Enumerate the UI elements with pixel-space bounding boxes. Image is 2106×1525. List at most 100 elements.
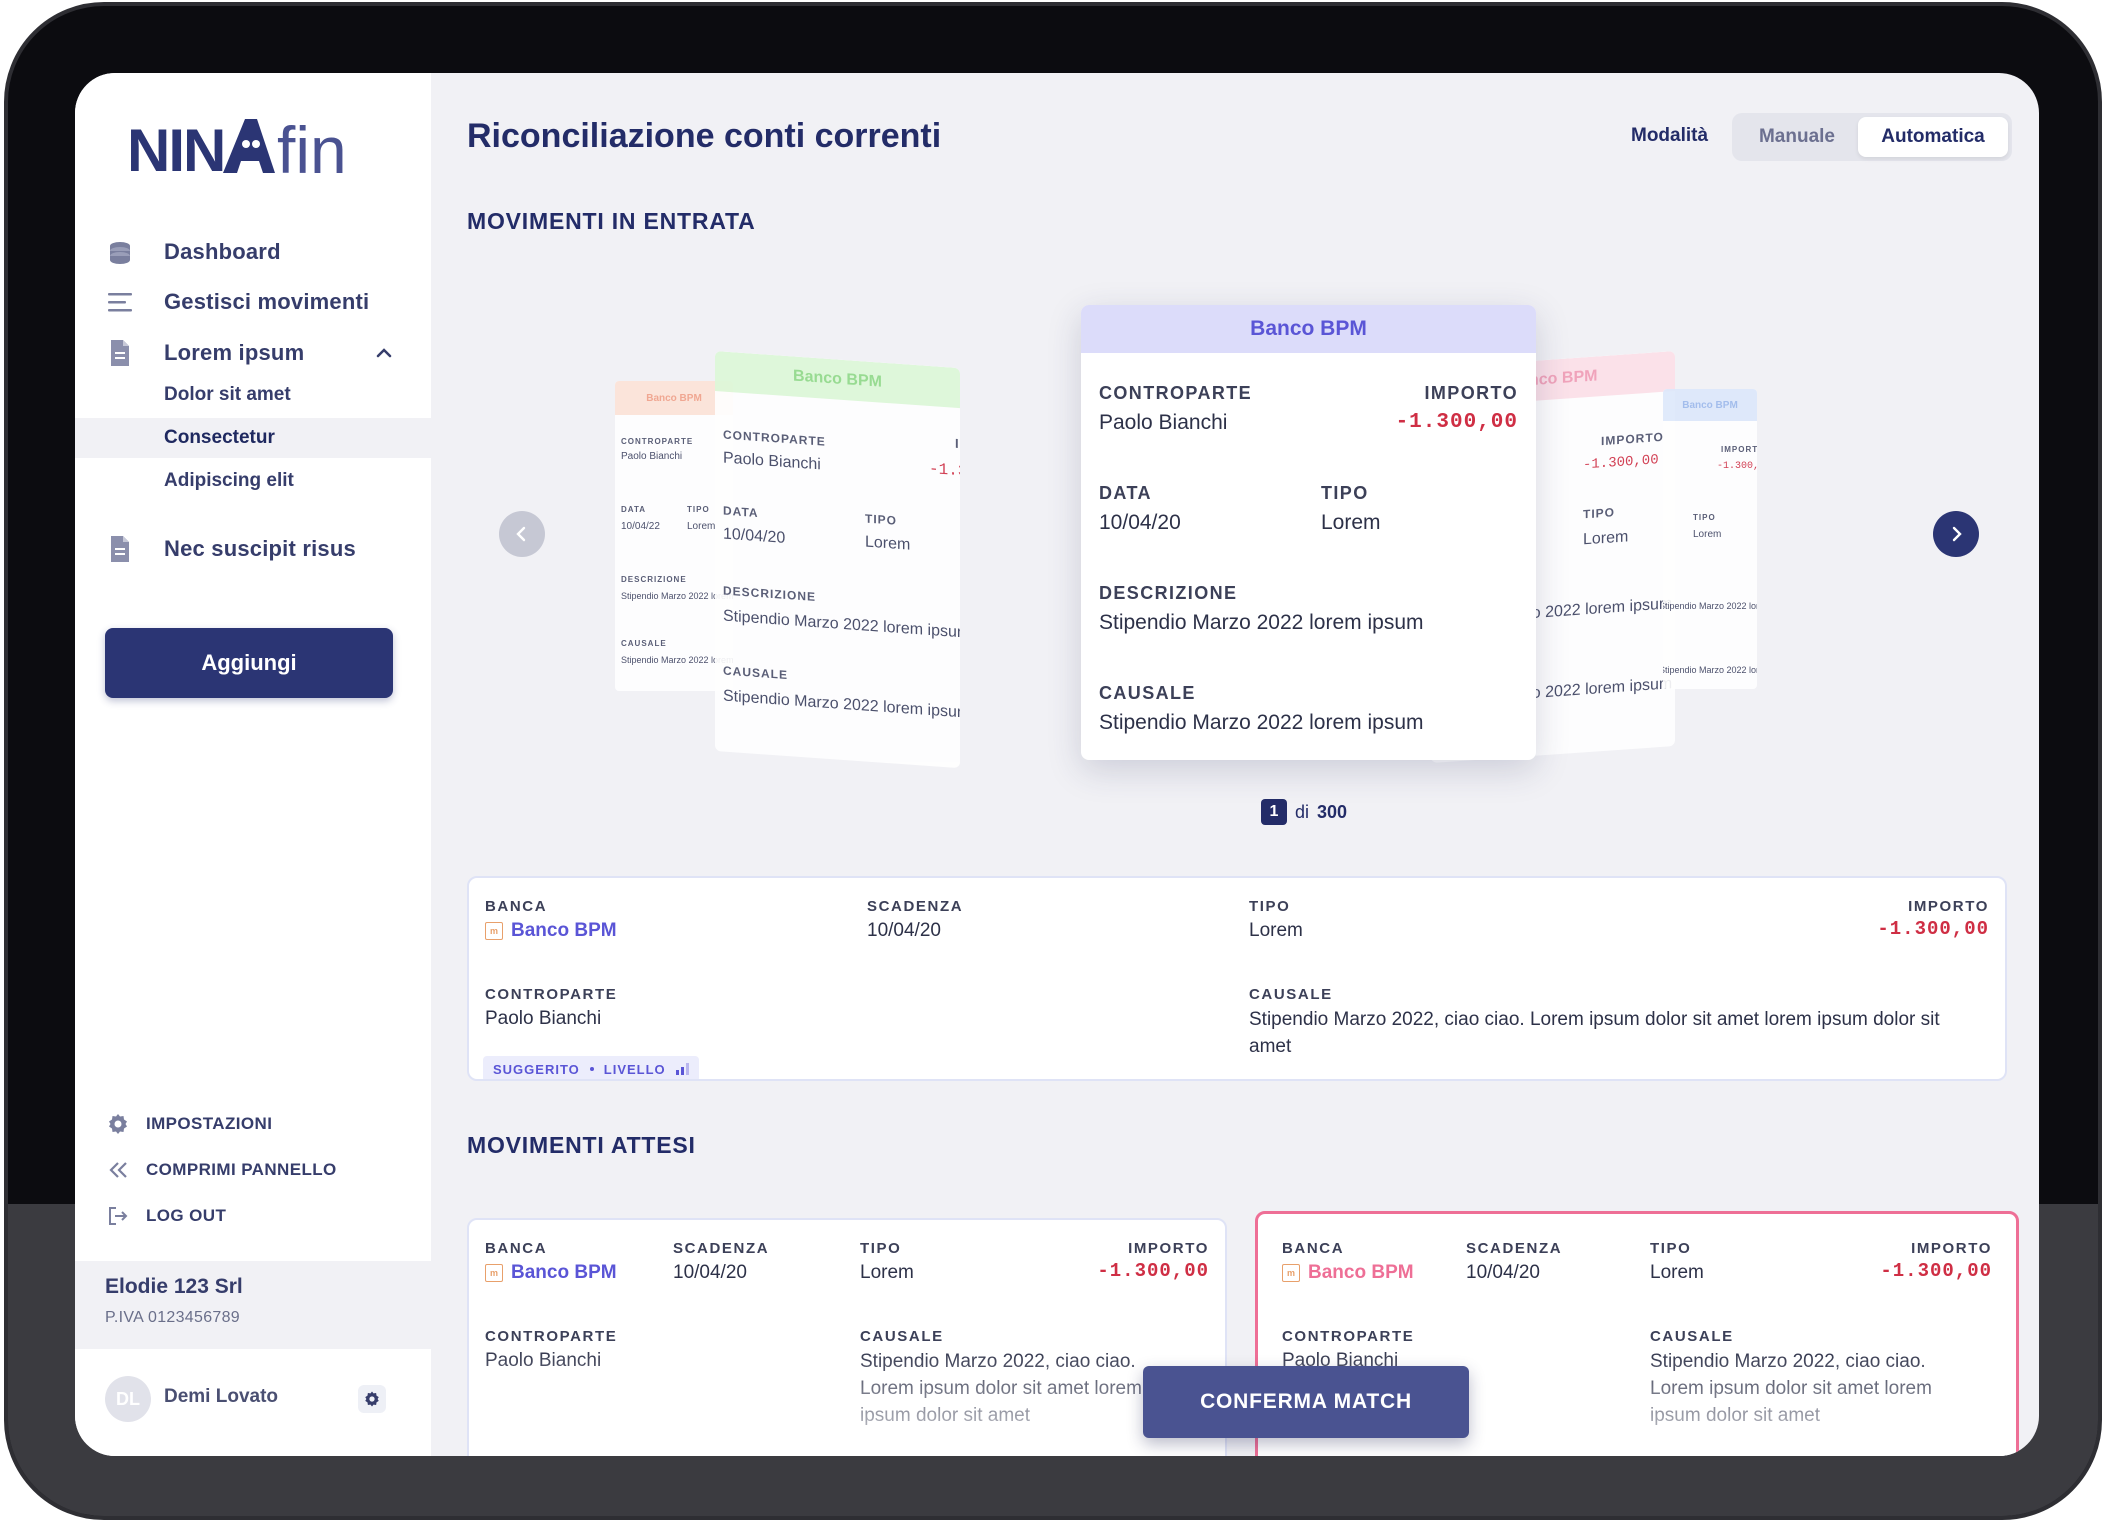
ghost-amount: -1.300,00 xyxy=(1583,452,1659,474)
expected-movement-card[interactable]: BANCA m Banco BPM SCADENZA 10/04/20 TIPO… xyxy=(467,1218,1227,1456)
sidebar-item-gestisci-movimenti[interactable]: Gestisci movimenti xyxy=(75,274,431,330)
counterparty-value: Paolo Bianchi xyxy=(1099,411,1228,434)
user-settings-button[interactable] xyxy=(358,1385,386,1413)
counterparty-label: CONTROPARTE xyxy=(485,986,618,1003)
ghost-value: Lorem xyxy=(1693,529,1722,540)
suggestion-badge: SUGGERITO LIVELLO xyxy=(483,1056,699,1079)
carousel-card-far-left[interactable]: Banco BPM CONTROPARTE Paolo Bianchi DATA… xyxy=(615,381,733,691)
svg-text:NIN: NIN xyxy=(127,117,224,181)
settings-link[interactable]: IMPOSTAZIONI xyxy=(75,1104,431,1144)
due-label: SCADENZA xyxy=(673,1240,770,1257)
tablet-frame: NIN fin Dashboard Gestisci movimenti xyxy=(4,2,2102,1520)
due-value: 10/04/20 xyxy=(1466,1262,1540,1283)
gear-icon xyxy=(365,1391,379,1407)
sidebar-item-dashboard[interactable]: Dashboard xyxy=(75,224,431,280)
counterparty-label: CONTROPARTE xyxy=(1282,1328,1415,1345)
ghost-value: 10/04/22 xyxy=(621,521,660,532)
carousel-card-far-right[interactable]: Banco BPM IMPORTO -1.300,00 TIPO Lorem S… xyxy=(1663,389,1757,689)
carousel-next-button[interactable] xyxy=(1933,511,1979,557)
ghost-label: TIPO xyxy=(687,505,710,514)
settings-label: IMPOSTAZIONI xyxy=(146,1114,273,1133)
ghost-label: IMPORTO xyxy=(955,435,960,456)
confirm-match-button[interactable]: CONFERMA MATCH xyxy=(1143,1366,1469,1438)
ghost-value: Stipendio Marzo 2022 lorem xyxy=(621,591,733,601)
ghost-value: Stipendio Marzo 2022 lorem xyxy=(1663,601,1757,611)
double-chevron-left-icon xyxy=(105,1157,131,1183)
bank-label: BANCA xyxy=(485,1240,548,1257)
logout-icon xyxy=(105,1203,131,1229)
bank-label: BANCA xyxy=(1282,1240,1345,1257)
carousel-pager: 1 di 300 xyxy=(1261,799,1347,825)
carousel-prev-button[interactable] xyxy=(499,511,545,557)
sidebar-subitem-consectetur[interactable]: Consectetur xyxy=(75,418,431,458)
mode-manual-option[interactable]: Manuale xyxy=(1758,126,1836,147)
type-value: Lorem xyxy=(1321,511,1381,534)
type-label: TIPO xyxy=(1321,483,1369,503)
sidebar-subitem-dolor-sit-amet[interactable]: Dolor sit amet xyxy=(75,375,431,415)
bank-icon: m xyxy=(485,1264,503,1282)
sidebar-item-lorem-ipsum[interactable]: Lorem ipsum xyxy=(75,325,431,381)
svg-text:fin: fin xyxy=(277,113,347,181)
due-value: 10/04/20 xyxy=(673,1262,747,1283)
mode-automatic-option[interactable]: Automatica xyxy=(1858,117,2008,157)
ghost-label: DATA xyxy=(723,503,759,521)
current-page: 1 xyxy=(1261,799,1287,825)
logout-link[interactable]: LOG OUT xyxy=(75,1196,431,1236)
bank-value: m Banco BPM xyxy=(485,1262,617,1284)
pager-of-label: di xyxy=(1295,801,1310,822)
due-label: SCADENZA xyxy=(867,898,964,915)
ghost-label: IMPORTO xyxy=(1601,429,1664,449)
add-button[interactable]: Aggiungi xyxy=(105,628,393,698)
ghost-value: Lorem xyxy=(1583,528,1629,549)
suggested-label: SUGGERITO xyxy=(493,1061,580,1077)
gear-icon xyxy=(105,1111,131,1137)
carousel-card-left[interactable]: Banco BPM CONTROPARTE Paolo Bianchi IMPO… xyxy=(715,351,960,769)
document-icon xyxy=(105,534,135,564)
type-value: Lorem xyxy=(1650,1262,1704,1283)
card-bank-header: Banco BPM xyxy=(1081,305,1536,353)
chevron-left-icon xyxy=(516,526,526,542)
description-label: DESCRIZIONE xyxy=(1099,583,1238,603)
collapse-panel-link[interactable]: COMPRIMI PANNELLO xyxy=(75,1150,431,1190)
ghost-value: Lorem xyxy=(687,521,716,532)
separator-dot xyxy=(589,1067,594,1071)
type-label: TIPO xyxy=(1249,898,1291,915)
user-profile: DL Demi Lovato xyxy=(75,1363,431,1433)
reason-label: CAUSALE xyxy=(1650,1328,1734,1345)
ghost-label: DESCRIZIONE xyxy=(621,575,687,584)
chevron-up-icon[interactable] xyxy=(372,341,396,365)
suggested-match-card[interactable]: BANCA m Banco BPM SCADENZA 10/04/20 TIPO… xyxy=(467,876,2007,1081)
expected-section-title: MOVIMENTI ATTESI xyxy=(467,1132,696,1158)
ghost-label: TIPO xyxy=(1693,513,1716,522)
reason-value: Stipendio Marzo 2022, ciao ciao. Lorem i… xyxy=(1249,1009,1940,1057)
ghost-label: CAUSALE xyxy=(621,639,667,648)
ghost-label: CAUSALE xyxy=(723,663,789,683)
amount-label: IMPORTO xyxy=(1128,1240,1209,1257)
menu-lines-icon xyxy=(105,287,135,317)
sidebar-item-nec-suscipit-risus[interactable]: Nec suscipit risus xyxy=(75,521,431,577)
ghost-value: Paolo Bianchi xyxy=(621,451,683,462)
carousel-card-active[interactable]: Banco BPM CONTROPARTE Paolo Bianchi IMPO… xyxy=(1081,305,1536,760)
sidebar-item-label: Dashboard xyxy=(164,239,281,264)
type-value: Lorem xyxy=(1249,920,1303,941)
amount-label: IMPORTO xyxy=(1424,383,1518,403)
ghost-value: 10/04/20 xyxy=(723,525,786,547)
total-pages: 300 xyxy=(1317,801,1348,822)
ghost-label: TIPO xyxy=(1583,505,1616,522)
sidebar-item-label: Gestisci movimenti xyxy=(164,289,370,314)
sidebar-subitem-label: Adipiscing elit xyxy=(164,470,294,491)
counterparty-label: CONTROPARTE xyxy=(1099,383,1253,403)
bank-value: m Banco BPM xyxy=(485,920,617,942)
app-screen: NIN fin Dashboard Gestisci movimenti xyxy=(75,73,2039,1456)
ghost-amount: -1.300,00 xyxy=(1717,461,1757,472)
sidebar-subitem-label: Consectetur xyxy=(164,427,275,448)
reason-label: CAUSALE xyxy=(1249,986,1333,1003)
type-value: Lorem xyxy=(860,1262,914,1283)
ghost-value: Stipendio Marzo 2022 lorem ipsum xyxy=(723,687,960,722)
amount-value: -1.300,00 xyxy=(1880,1260,1992,1282)
ghost-value: Stipendio Marzo 2022 lorem xyxy=(621,655,733,665)
avatar[interactable]: DL xyxy=(105,1376,151,1422)
amount-value: -1.300,00 xyxy=(1877,918,1989,940)
sidebar-subitem-adipiscing-elit[interactable]: Adipiscing elit xyxy=(75,461,431,501)
user-name: Demi Lovato xyxy=(164,1386,279,1407)
